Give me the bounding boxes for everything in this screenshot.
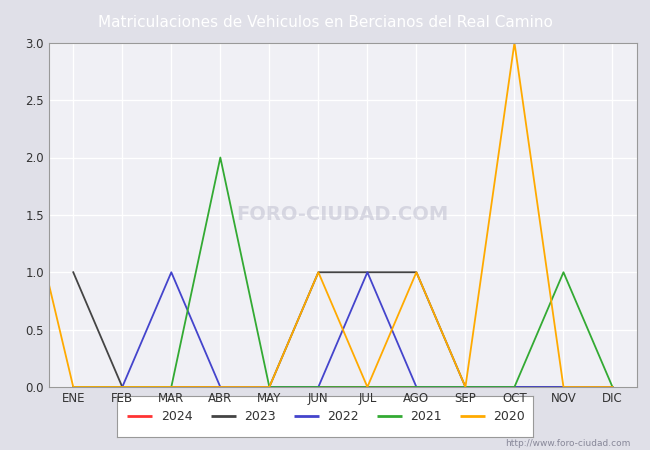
Text: Matriculaciones de Vehiculos en Bercianos del Real Camino: Matriculaciones de Vehiculos en Berciano… xyxy=(98,15,552,30)
Text: 2024: 2024 xyxy=(161,410,192,423)
Text: 2022: 2022 xyxy=(327,410,359,423)
Text: 2021: 2021 xyxy=(410,410,442,423)
Text: 2020: 2020 xyxy=(493,410,525,423)
Text: 2023: 2023 xyxy=(244,410,276,423)
Text: http://www.foro-ciudad.com: http://www.foro-ciudad.com xyxy=(505,439,630,448)
Text: FORO-CIUDAD.COM: FORO-CIUDAD.COM xyxy=(237,205,449,225)
